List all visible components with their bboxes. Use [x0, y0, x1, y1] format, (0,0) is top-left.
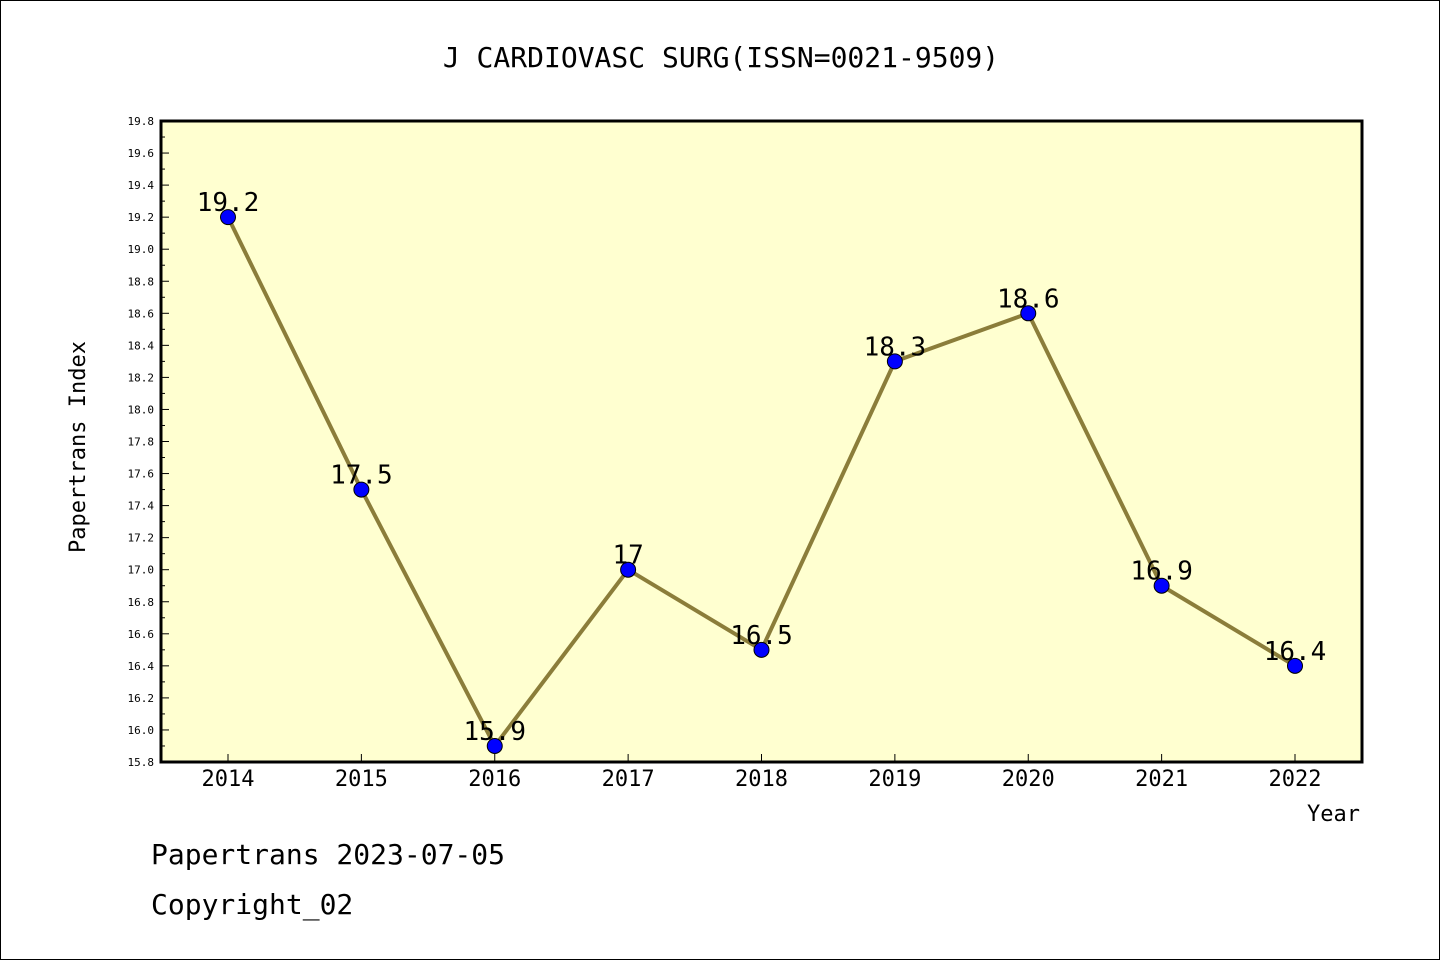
x-tick-label: 2020 — [1002, 767, 1055, 792]
data-label: 19.2 — [197, 188, 260, 218]
series-layer: 19.2 17.5 15.9 17 16.5 18.3 18.6 16.9 16.4 — [197, 188, 1327, 754]
data-label: 16.9 — [1130, 557, 1193, 587]
x-tick-label: 2016 — [468, 767, 521, 792]
x-tick-label: 2017 — [602, 767, 655, 792]
x-tick-label: 2014 — [202, 767, 255, 792]
y-tick-label: 17.6 — [128, 468, 155, 481]
plot-area — [159, 119, 1364, 764]
data-label: 18.3 — [864, 332, 927, 362]
data-point — [620, 561, 637, 578]
y-tick-label: 19.2 — [128, 211, 155, 224]
y-tick-label: 17.8 — [128, 436, 155, 449]
y-tick-label: 19.8 — [128, 115, 155, 128]
data-label: 17.5 — [330, 461, 393, 491]
data-point — [1020, 305, 1037, 322]
y-tick-label: 19.4 — [128, 179, 155, 192]
y-tick-label: 17.2 — [128, 532, 155, 545]
x-tick-label: 2018 — [735, 767, 788, 792]
data-label: 16.5 — [730, 621, 793, 651]
x-axis-ticks: 2014 2015 2016 2017 2018 2019 2020 2021 2022 — [202, 754, 1322, 792]
y-tick-label: 18.2 — [128, 371, 155, 384]
y-tick-label: 17.0 — [128, 564, 155, 577]
data-point — [886, 353, 903, 370]
x-tick-label: 2021 — [1135, 767, 1188, 792]
data-label: 16.4 — [1264, 637, 1327, 667]
data-point — [1153, 577, 1170, 594]
data-point — [486, 737, 503, 754]
y-tick-label: 18.0 — [128, 403, 155, 416]
data-point — [753, 641, 770, 658]
y-tick-label: 16.2 — [128, 692, 155, 705]
chart-title: J CARDIOVASC SURG(ISSN=0021-9509) — [443, 41, 999, 74]
data-label: 17 — [612, 541, 643, 571]
x-axis-label: Year — [1307, 802, 1360, 827]
y-tick-label: 16.8 — [128, 596, 155, 609]
y-tick-label: 19.6 — [128, 147, 155, 160]
data-label: 18.6 — [997, 284, 1060, 314]
footer-copyright: Copyright_02 — [151, 888, 353, 922]
y-tick-label: 16.6 — [128, 628, 155, 641]
y-tick-label: 18.4 — [128, 339, 155, 352]
data-label: 15.9 — [463, 717, 526, 747]
x-tick-label: 2015 — [335, 767, 388, 792]
footer-date: Papertrans 2023-07-05 — [151, 838, 505, 871]
x-tick-label: 2022 — [1269, 767, 1322, 792]
x-tick-label: 2019 — [868, 767, 921, 792]
y-tick-label: 15.8 — [128, 756, 155, 769]
y-axis-ticks: 15.8 16.0 16.2 16.4 16.6 16.8 17.0 17.2 17.4 17.6… — [128, 115, 169, 769]
y-tick-label: 16.4 — [128, 660, 155, 673]
y-axis-label: Papertrans Index — [66, 341, 91, 553]
data-point — [353, 481, 370, 498]
data-point — [220, 209, 236, 226]
y-tick-label: 16.0 — [128, 724, 155, 737]
y-tick-label: 17.4 — [128, 500, 155, 513]
y-tick-label: 19.0 — [128, 243, 155, 256]
y-tick-label: 18.6 — [128, 307, 155, 320]
data-point — [1287, 657, 1303, 674]
y-tick-label: 18.8 — [128, 275, 155, 288]
